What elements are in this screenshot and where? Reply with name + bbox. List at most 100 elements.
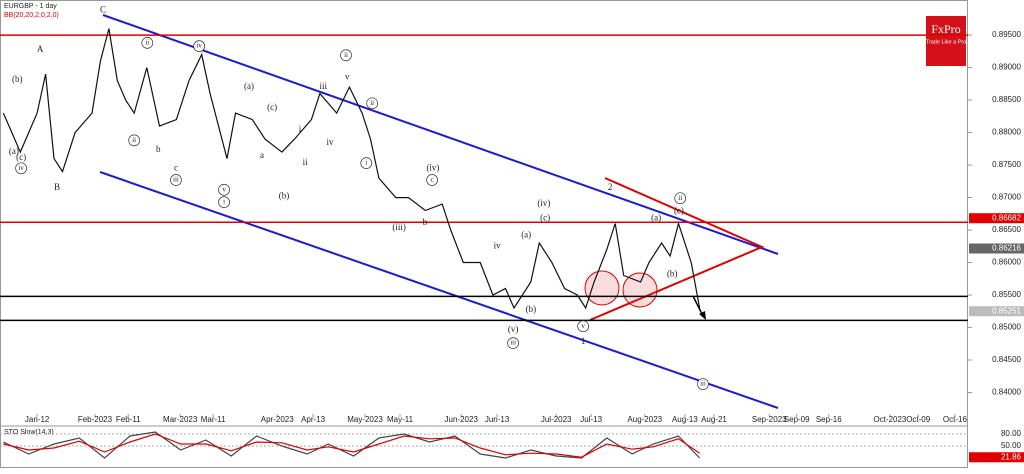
wave-label: B <box>54 182 60 192</box>
wave-label: i <box>299 124 302 134</box>
channel-lower <box>99 171 779 409</box>
wave-label: iii <box>319 81 327 91</box>
x-tick-label: Oct-16 <box>943 415 968 424</box>
wave-label: iii <box>173 176 179 184</box>
wave-label: (iv) <box>426 162 439 172</box>
x-tick-label: Apr-2023 <box>261 415 294 424</box>
wave-label: (iii) <box>392 222 406 232</box>
logo-tagline: Trade Like a Pro <box>926 39 966 45</box>
y-tick-label: 0.86000 <box>992 258 1021 267</box>
annotation-circle <box>193 40 206 52</box>
arrow <box>692 295 704 317</box>
y-tick-label: 0.89500 <box>992 30 1021 39</box>
x-tick-label: Oct-2023 <box>873 415 906 424</box>
wave-label: iv <box>494 240 502 250</box>
price-line <box>2 28 701 310</box>
wave-label: (a) <box>521 229 531 239</box>
wave-label: a <box>260 150 264 160</box>
price-marker <box>969 243 1024 254</box>
x-tick-label: Jan-12 <box>25 415 50 424</box>
wave-label: (c) <box>267 102 277 112</box>
annotation-circle <box>697 378 709 390</box>
wave-label: ii <box>303 157 309 167</box>
wave-label: iii <box>510 339 516 347</box>
wave-label: (v) <box>508 324 519 334</box>
annotation-circle <box>577 320 590 333</box>
price-marker-label: 0.86682 <box>992 213 1021 222</box>
y-tick-label: 0.85000 <box>992 323 1021 332</box>
wave-label: v <box>222 185 226 193</box>
wave-label: 2 <box>608 182 613 192</box>
x-tick-label: Feb-11 <box>116 415 141 424</box>
wave-label: b <box>156 144 161 154</box>
x-tick-label: Jul-2023 <box>541 415 572 424</box>
y-tick-label: 0.87500 <box>992 160 1021 169</box>
wave-label: (b) <box>12 74 23 84</box>
price-marker-label: 0.86216 <box>992 244 1021 253</box>
wave-label: (c) <box>674 205 684 215</box>
x-tick-label: Jun-13 <box>485 415 510 424</box>
wave-label: A <box>37 44 44 54</box>
annotation-circle <box>170 174 182 186</box>
highlight-circle <box>622 272 658 308</box>
x-tick-label: Aug-13 <box>672 415 698 424</box>
wave-label: ii <box>678 194 682 202</box>
wave-label: (b) <box>526 304 537 314</box>
sto-marker <box>969 452 1024 463</box>
wave-label: b <box>423 217 428 227</box>
x-tick-label: Sep-16 <box>816 415 842 424</box>
wave-label: ii <box>132 136 136 144</box>
y-tick-label: 0.89000 <box>992 63 1021 72</box>
y-tick-label: 0.88000 <box>992 128 1021 137</box>
y-tick-label: 0.88500 <box>992 95 1021 104</box>
wave-label: (b) <box>279 190 290 200</box>
annotation-circle <box>426 174 438 186</box>
chart-subtitle: BB(20,20,2,0,2,0) <box>4 12 59 19</box>
annotation-circle <box>360 157 373 169</box>
x-tick-label: May-11 <box>387 415 414 424</box>
logo-name: FxPro <box>931 22 960 36</box>
logo <box>926 16 966 66</box>
wave-label: ii <box>344 51 348 59</box>
sto-marker-label: 21.86 <box>1001 452 1022 461</box>
y-tick-label: 0.87000 <box>992 193 1021 202</box>
plot-frame <box>0 0 968 468</box>
x-tick-label: Sep-2023 <box>752 415 787 424</box>
wave-label: 1 <box>581 336 586 346</box>
x-tick-label: Feb-2023 <box>78 415 113 424</box>
annotation-circle <box>218 183 230 196</box>
wave-label: ii <box>370 99 374 107</box>
x-tick-label: Aug-21 <box>701 415 727 424</box>
chart-title: EURGBP - 1 day <box>4 3 57 10</box>
annotation-circle <box>218 196 230 208</box>
y-tick-label: 0.84500 <box>992 355 1021 364</box>
wave-label: v <box>345 71 350 81</box>
sto-tick-label: 80.00 <box>1001 429 1022 438</box>
annotation-circle <box>340 49 352 62</box>
x-tick-label: Apr-13 <box>301 415 326 424</box>
annotation-circle <box>674 192 687 205</box>
wave-label: (iv) <box>537 198 550 208</box>
wave-label: iv <box>326 137 334 147</box>
wave-label: (b) <box>667 268 678 278</box>
x-tick-label: Aug-2023 <box>627 415 662 424</box>
wave-label: (c) <box>540 212 550 222</box>
wave-label: (a) <box>9 146 19 156</box>
x-tick-label: Oct-09 <box>906 415 931 424</box>
price-marker <box>969 306 1024 317</box>
wave-label: iv <box>196 42 202 50</box>
annotation-circle <box>366 97 379 110</box>
channel-upper <box>102 14 779 255</box>
sto-title: STO Slow(14,3) <box>4 429 54 436</box>
wave-label: c <box>174 162 178 172</box>
wave-label: v <box>581 322 585 330</box>
x-tick-label: May-2023 <box>347 415 383 424</box>
wave-label: (a) <box>651 212 661 222</box>
price-marker <box>969 213 1024 224</box>
arrow-head <box>699 311 706 320</box>
wave-label: iii <box>700 380 706 388</box>
annotation-circle <box>507 337 519 349</box>
price-marker-label: 0.85251 <box>992 306 1021 315</box>
